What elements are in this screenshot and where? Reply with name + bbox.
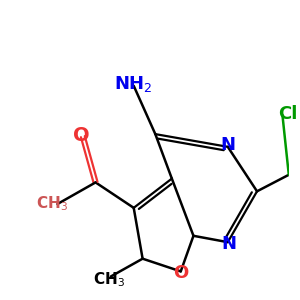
Text: N: N (222, 235, 237, 253)
Text: NH$_2$: NH$_2$ (114, 74, 153, 94)
Text: O: O (73, 126, 90, 145)
Text: CH$_3$: CH$_3$ (36, 195, 68, 213)
Text: Cl: Cl (278, 105, 298, 123)
Text: CH$_3$: CH$_3$ (93, 270, 125, 289)
Text: O: O (173, 264, 188, 282)
Text: N: N (220, 136, 235, 154)
